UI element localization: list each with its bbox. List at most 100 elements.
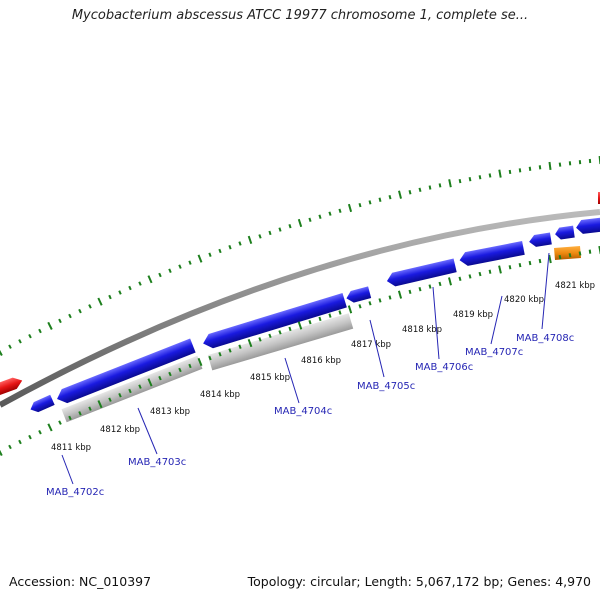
kbp-4818: 4818 kbp bbox=[402, 325, 442, 335]
inner-tick-track bbox=[0, 245, 600, 457]
outer-tick bbox=[228, 244, 232, 250]
inner-tick bbox=[318, 316, 322, 322]
inner-tick bbox=[508, 265, 512, 270]
outer-tick bbox=[108, 294, 112, 300]
inner-tick bbox=[278, 330, 282, 335]
inner-tick bbox=[428, 284, 432, 289]
cds-MAB_4708c[interactable] bbox=[528, 232, 552, 248]
cds-MAB_4704c[interactable] bbox=[201, 293, 347, 351]
outer-tick bbox=[488, 173, 492, 178]
inner-tick bbox=[47, 423, 53, 432]
outer-tick bbox=[508, 169, 512, 175]
outer-tick bbox=[238, 241, 242, 246]
inner-tick bbox=[328, 313, 332, 318]
inner-tick bbox=[0, 449, 3, 457]
inner-tick bbox=[158, 375, 162, 381]
cds-MAB_4706c[interactable] bbox=[385, 258, 457, 288]
cds-MAB_4702c[interactable] bbox=[28, 394, 55, 415]
inner-tick bbox=[228, 348, 232, 353]
kbp-4821: 4821 kbp bbox=[555, 281, 595, 291]
outer-tick bbox=[218, 248, 222, 254]
outer-tick bbox=[347, 203, 353, 213]
cds-MAB_4703c[interactable] bbox=[54, 338, 196, 406]
gene-MAB_4707c[interactable]: MAB_4707c bbox=[465, 347, 523, 358]
inner-tick bbox=[478, 271, 482, 277]
inner-tick bbox=[568, 253, 572, 258]
outer-tick bbox=[297, 218, 303, 228]
inner-tick bbox=[548, 254, 552, 264]
reverse-strand-cds[interactable] bbox=[28, 217, 600, 415]
outer-tick bbox=[118, 290, 122, 295]
gene-MAB_4708c[interactable]: MAB_4708c bbox=[516, 333, 574, 344]
inner-tick bbox=[368, 301, 372, 306]
gene-MAB_4703c[interactable]: MAB_4703c bbox=[128, 457, 186, 468]
outer-tick bbox=[378, 197, 382, 202]
inner-tick bbox=[347, 305, 353, 314]
reverse-strand-genes[interactable] bbox=[61, 313, 354, 423]
outer-tick bbox=[328, 211, 332, 216]
kbp-4814: 4814 kbp bbox=[200, 390, 240, 400]
outer-tick bbox=[197, 254, 203, 263]
gene-MAB_4705c[interactable]: MAB_4705c bbox=[357, 381, 415, 392]
cds-adjacent-1[interactable] bbox=[554, 225, 575, 241]
rna-feature-left[interactable] bbox=[0, 375, 24, 399]
cds-MAB_4707c[interactable] bbox=[458, 241, 525, 267]
kbp-4816: 4816 kbp bbox=[301, 356, 341, 366]
outer-tick-track bbox=[0, 155, 600, 356]
outer-tick bbox=[68, 313, 72, 319]
map-title: Mycobacterium abscessus ATCC 19977 chrom… bbox=[71, 8, 529, 23]
inner-tick bbox=[338, 310, 342, 315]
inner-tick bbox=[147, 378, 153, 387]
outer-tick bbox=[188, 260, 192, 265]
gene-bar-MAB_4704c[interactable] bbox=[207, 313, 354, 371]
inner-tick bbox=[458, 276, 462, 282]
outer-tick bbox=[88, 304, 92, 309]
outer-tick bbox=[528, 166, 532, 171]
inner-tick bbox=[297, 321, 303, 330]
kbp-4820: 4820 kbp bbox=[504, 295, 544, 305]
cds-MAB_4705c[interactable] bbox=[345, 286, 372, 304]
outer-tick bbox=[138, 281, 142, 286]
outer-tick bbox=[548, 161, 552, 171]
inner-tick bbox=[208, 355, 212, 361]
outer-tick bbox=[428, 185, 432, 190]
outer-tick bbox=[208, 252, 212, 257]
outer-tick bbox=[38, 328, 42, 334]
inner-tick bbox=[538, 258, 542, 264]
inner-tick bbox=[88, 406, 92, 411]
outer-tick bbox=[278, 227, 282, 232]
gene-MAB_4704c[interactable]: MAB_4704c bbox=[274, 406, 332, 417]
outer-tick bbox=[368, 200, 372, 205]
inner-tick bbox=[498, 265, 502, 274]
outer-tick bbox=[418, 187, 422, 193]
inner-tick bbox=[197, 357, 203, 367]
outer-tick bbox=[0, 349, 3, 356]
cds-adjacent-2[interactable] bbox=[575, 217, 600, 235]
gene-MAB_4702c[interactable]: MAB_4702c bbox=[46, 487, 104, 498]
inner-tick bbox=[258, 337, 262, 342]
kbp-4812: 4812 kbp bbox=[100, 425, 140, 435]
outer-tick bbox=[518, 168, 522, 173]
accession-label: Accession: NC_010397 bbox=[9, 574, 152, 589]
misc-feature-orange[interactable] bbox=[554, 246, 581, 260]
kbp-4811: 4811 kbp bbox=[51, 443, 91, 453]
outer-tick bbox=[168, 268, 172, 273]
kbp-4819: 4819 kbp bbox=[453, 310, 493, 320]
inner-tick bbox=[128, 388, 132, 394]
inner-tick bbox=[388, 295, 392, 300]
outer-tick bbox=[97, 297, 103, 306]
gene-bar-MAB_4703c[interactable] bbox=[61, 355, 203, 423]
gene-labels[interactable]: MAB_4702c MAB_4703c MAB_4704c MAB_4705c … bbox=[46, 333, 574, 498]
inner-tick bbox=[558, 254, 562, 260]
gene-MAB_4706c[interactable]: MAB_4706c bbox=[415, 362, 473, 373]
inner-tick bbox=[188, 363, 192, 369]
outer-tick bbox=[558, 162, 562, 167]
outer-tick bbox=[288, 223, 292, 229]
inner-tick bbox=[588, 249, 592, 254]
inner-tick bbox=[58, 420, 62, 425]
inner-tick bbox=[578, 251, 582, 256]
outer-tick bbox=[47, 321, 53, 330]
inner-tick bbox=[418, 286, 422, 292]
inner-tick bbox=[438, 281, 442, 287]
